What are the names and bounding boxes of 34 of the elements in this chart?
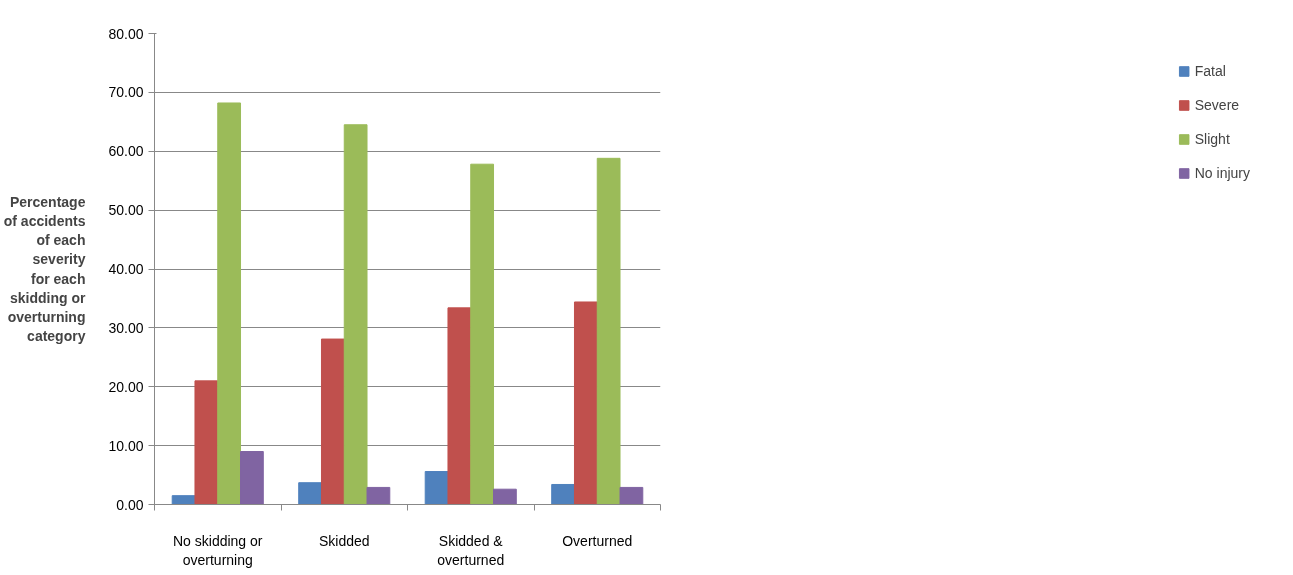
bar [171, 495, 196, 505]
bar [470, 163, 495, 505]
bar [551, 483, 575, 505]
bar [194, 380, 219, 505]
bar [447, 307, 472, 505]
bar [619, 486, 644, 505]
y-tick-label: 20.00 [108, 378, 144, 395]
y-tick-label: 50.00 [108, 202, 144, 219]
legend-label: No injury [1194, 165, 1250, 181]
bar [366, 486, 391, 505]
bar [320, 338, 345, 505]
bar [596, 157, 621, 505]
x-tick-label: No skidding or overturning [173, 532, 263, 568]
y-tick-label: 40.00 [108, 261, 144, 277]
x-tick-label: Overturned [562, 532, 633, 549]
y-tick-label: 30.00 [108, 319, 144, 336]
legend-label: Fatal [1194, 63, 1226, 79]
bar [343, 124, 368, 505]
y-tick-label: 10.00 [108, 437, 144, 454]
legend-label: Slight [1194, 131, 1230, 147]
bar [240, 451, 264, 505]
y-axis-title: Percentage of accidents of each severity for each skidding or overturning category [3, 193, 87, 345]
bar [298, 482, 322, 505]
y-tick-label: 0.00 [116, 496, 144, 513]
y-tick-label: 80.00 [108, 25, 144, 42]
y-tick-label: 60.00 [108, 143, 144, 160]
x-tick-label: Skidded & overturned [437, 532, 505, 568]
y-tick-label: 70.00 [108, 84, 144, 101]
bar [217, 102, 242, 505]
bar [424, 471, 449, 505]
x-tick-label: Skidded [318, 532, 370, 549]
bar [573, 301, 598, 505]
legend-label: Severe [1194, 97, 1240, 113]
bar [493, 488, 517, 505]
